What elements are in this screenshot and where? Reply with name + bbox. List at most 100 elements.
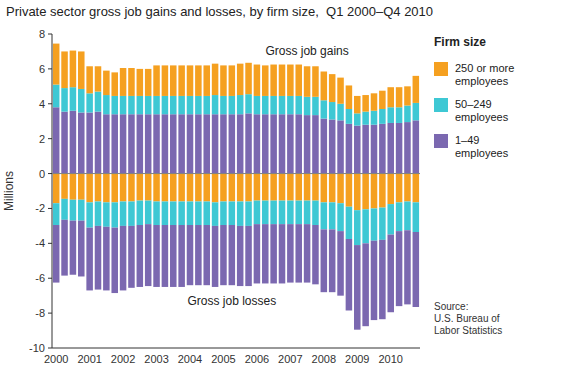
bars (53, 44, 419, 330)
bar-segment (362, 112, 369, 125)
bar-segment (103, 95, 110, 114)
bar-segment (270, 65, 277, 96)
bar-segment (162, 225, 169, 287)
bar-segment (187, 225, 194, 285)
bar-segment (262, 174, 269, 201)
legend-swatch (434, 134, 448, 148)
bar-segment (279, 96, 286, 114)
bar-segment (170, 201, 177, 225)
bar-segment (346, 174, 353, 207)
y-tick-label: -4 (35, 237, 45, 249)
bar-segment (270, 201, 277, 225)
bar-segment (329, 74, 336, 102)
bar-segment (212, 95, 219, 114)
bar-segment (413, 103, 420, 120)
bar-segment (78, 200, 85, 221)
bar-segment (145, 174, 152, 201)
bar-segment (287, 65, 294, 96)
bar-segment (187, 96, 194, 114)
bar-segment (187, 114, 194, 173)
bar-segment (337, 78, 344, 104)
bar-segment (337, 120, 344, 173)
y-tick-label: 0 (39, 168, 45, 180)
bar-segment (95, 226, 102, 290)
bar-segment (354, 96, 361, 113)
x-ticks: 2000200120022003200420052006200720082009… (44, 353, 403, 365)
bar-segment (270, 114, 277, 173)
bar-segment (312, 201, 319, 225)
y-tick-label: -2 (35, 202, 45, 214)
bar-segment (354, 210, 361, 245)
bar-segment (178, 225, 185, 287)
bar-segment (304, 115, 311, 173)
bar-segment (346, 85, 353, 109)
bar-segment (379, 174, 386, 208)
y-tick-label: -6 (35, 272, 45, 284)
bar-segment (337, 203, 344, 231)
bar-segment (254, 114, 261, 173)
bar-segment (279, 224, 286, 283)
bar-segment (170, 114, 177, 173)
bar-segment (103, 227, 110, 291)
bar-segment (413, 76, 420, 103)
bar-segment (111, 72, 118, 96)
bar-segment (346, 109, 353, 124)
bar-segment (220, 65, 227, 96)
bar-segment (379, 124, 386, 174)
bar-segment (387, 123, 394, 174)
bar-segment (396, 123, 403, 174)
bar-segment (220, 96, 227, 114)
y-tick-label: 2 (39, 133, 45, 145)
bar-segment (237, 114, 244, 173)
bar-segment (245, 94, 252, 113)
bar-segment (396, 202, 403, 231)
bar-segment (245, 113, 252, 173)
bar-segment (145, 114, 152, 173)
bar-segment (86, 66, 93, 93)
bar-segment (162, 174, 169, 202)
bar-segment (321, 229, 328, 292)
bar-segment (254, 96, 261, 114)
bar-segment (137, 201, 144, 225)
bar-segment (178, 96, 185, 114)
bar-segment (111, 228, 118, 293)
x-axis-line (52, 348, 420, 349)
bar-segment (321, 100, 328, 118)
bar-segment (262, 96, 269, 114)
bar-segment (128, 114, 135, 173)
bar-segment (337, 174, 344, 204)
bar-segment (287, 114, 294, 173)
bar-segment (86, 228, 93, 291)
legend-label: 50–249employees (455, 98, 509, 123)
source-note: Source:U.S. Bureau ofLabor Statistics (434, 301, 502, 336)
y-tick-label: -8 (35, 307, 45, 319)
annotation: Gross job losses (187, 294, 276, 308)
bar-segment (270, 224, 277, 283)
bar-segment (70, 111, 77, 174)
bar-segment (187, 65, 194, 96)
bar-segment (404, 230, 411, 304)
y-tick (48, 68, 52, 69)
bar-segment (153, 225, 160, 287)
bar-segment (295, 65, 302, 96)
bar-segment (220, 114, 227, 173)
bar-segment (371, 241, 378, 320)
bar-segment (237, 201, 244, 225)
bar-segment (229, 174, 236, 202)
y-tick (48, 348, 52, 349)
bar-segment (111, 96, 118, 114)
bar-segment (254, 224, 261, 283)
bar-segment (95, 112, 102, 174)
bar-segment (153, 96, 160, 114)
bar-segment (61, 88, 68, 112)
bar-segment (95, 201, 102, 225)
bar-segment (262, 114, 269, 173)
bar-segment (337, 104, 344, 121)
bar-segment (187, 174, 194, 202)
bar-segment (162, 201, 169, 225)
bar-segment (245, 226, 252, 286)
bar-segment (61, 51, 68, 88)
y-ticks: -10-8-6-4-202468 (29, 28, 52, 354)
bar-segment (203, 65, 210, 96)
bar-segment (95, 92, 102, 112)
